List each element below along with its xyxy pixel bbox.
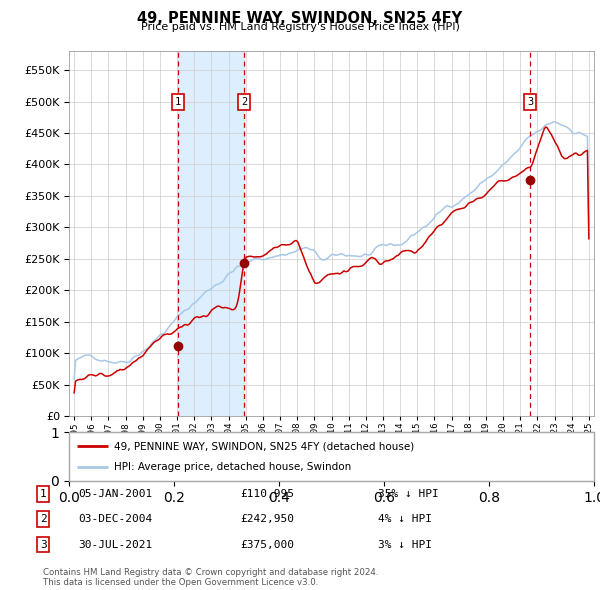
Text: HPI: Average price, detached house, Swindon: HPI: Average price, detached house, Swin… <box>113 463 351 473</box>
Text: 3% ↓ HPI: 3% ↓ HPI <box>378 540 432 549</box>
Text: 1: 1 <box>40 489 47 499</box>
Bar <box>178 51 244 416</box>
Text: 30-JUL-2021: 30-JUL-2021 <box>78 540 152 549</box>
Text: This data is licensed under the Open Government Licence v3.0.: This data is licensed under the Open Gov… <box>43 578 319 588</box>
Text: £242,950: £242,950 <box>240 514 294 524</box>
Text: 05-JAN-2001: 05-JAN-2001 <box>78 489 152 499</box>
Text: 4% ↓ HPI: 4% ↓ HPI <box>378 514 432 524</box>
Text: 35% ↓ HPI: 35% ↓ HPI <box>378 489 439 499</box>
Text: 2: 2 <box>40 514 47 524</box>
Text: Contains HM Land Registry data © Crown copyright and database right 2024.: Contains HM Land Registry data © Crown c… <box>43 568 379 577</box>
Text: 49, PENNINE WAY, SWINDON, SN25 4FY: 49, PENNINE WAY, SWINDON, SN25 4FY <box>137 11 463 25</box>
Text: 3: 3 <box>527 97 533 107</box>
Text: 49, PENNINE WAY, SWINDON, SN25 4FY (detached house): 49, PENNINE WAY, SWINDON, SN25 4FY (deta… <box>113 441 414 451</box>
Text: 3: 3 <box>40 540 47 549</box>
Text: Price paid vs. HM Land Registry's House Price Index (HPI): Price paid vs. HM Land Registry's House … <box>140 22 460 32</box>
Text: £375,000: £375,000 <box>240 540 294 549</box>
Text: £110,995: £110,995 <box>240 489 294 499</box>
Text: 2: 2 <box>241 97 247 107</box>
Text: 03-DEC-2004: 03-DEC-2004 <box>78 514 152 524</box>
Text: 1: 1 <box>175 97 181 107</box>
